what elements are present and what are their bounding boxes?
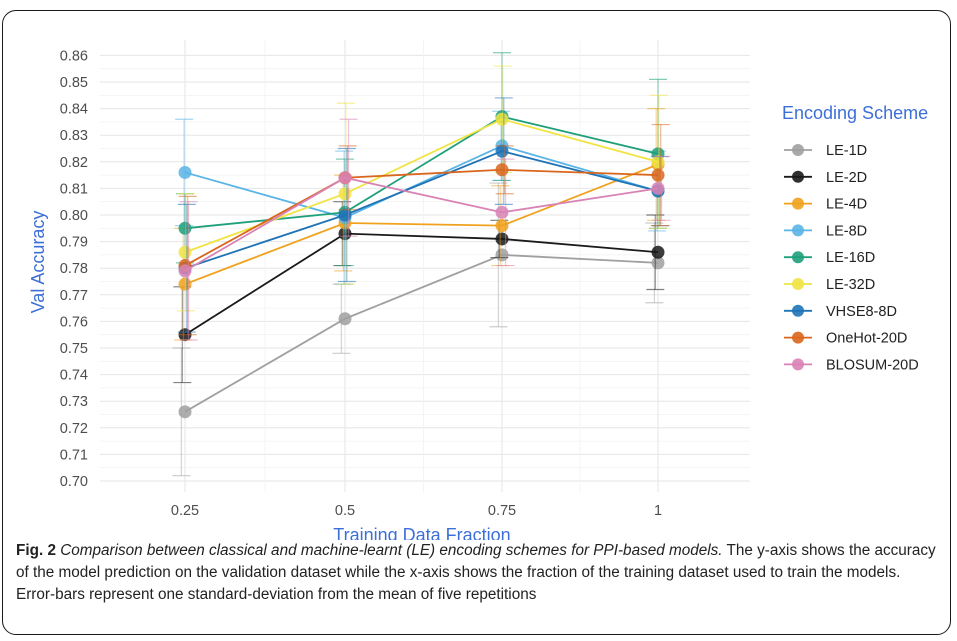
x-tick-labels: 0.25 0.5 0.75 1: [171, 503, 662, 519]
figure-label: Fig. 2: [16, 542, 56, 559]
data-point: [495, 232, 509, 246]
legend-label: LE-1D: [826, 143, 867, 159]
data-point: [651, 256, 665, 270]
series-line: [184, 253, 659, 413]
figure-frame: [2, 10, 951, 635]
legend-marker: [792, 251, 804, 264]
legend-label: LE-16D: [826, 250, 875, 266]
legend-item: BLOSUM-20D: [784, 357, 919, 373]
y-tick-label: 0.78: [60, 261, 88, 277]
x-tick-label: 0.5: [335, 503, 355, 519]
legend-item: LE-16D: [784, 250, 875, 266]
legend-item: LE-4D: [784, 197, 867, 213]
data-point: [495, 248, 509, 262]
legend-label: VHSE8-8D: [826, 304, 897, 320]
series-line: [184, 176, 659, 272]
data-point: [495, 163, 509, 177]
data-point: [495, 112, 509, 126]
legend-item: LE-32D: [784, 277, 875, 293]
y-tick-labels: 0.70 0.71 0.72 0.73 0.74 0.75 0.76 0.77 0.78 0.79…: [60, 48, 88, 490]
y-tick-label: 0.79: [60, 235, 88, 251]
y-tick-label: 0.72: [60, 421, 88, 437]
legend-title: Encoding Scheme: [782, 103, 928, 123]
legend-label: LE-32D: [826, 277, 875, 293]
legend-marker: [792, 331, 804, 344]
legend-item: OneHot-20D: [784, 331, 907, 347]
data-point: [338, 208, 352, 222]
data-point: [651, 181, 665, 195]
x-tick-label: 1: [654, 503, 662, 519]
data-point: [651, 155, 665, 169]
series-line: [184, 144, 659, 219]
legend-marker: [792, 170, 804, 183]
data-point: [178, 245, 192, 259]
data-point: [651, 245, 665, 259]
figure-caption: Fig. 2 Comparison between classical and …: [16, 540, 941, 606]
y-tick-label: 0.74: [60, 368, 88, 384]
y-tick-label: 0.71: [60, 447, 88, 463]
data-point: [178, 165, 192, 179]
y-tick-label: 0.81: [60, 181, 88, 197]
x-tick-label: 0.75: [488, 503, 516, 519]
legend-marker: [792, 197, 804, 210]
x-axis-label: Training Data Fraction: [333, 525, 510, 540]
legend-label: LE-4D: [826, 197, 867, 213]
data-point: [178, 277, 192, 291]
caption-body: The y-axis shows the accuracy of the mod…: [16, 542, 936, 603]
y-tick-label: 0.75: [60, 341, 88, 357]
y-tick-label: 0.86: [60, 48, 88, 64]
series-line: [184, 163, 659, 286]
legend-item: LE-8D: [784, 223, 867, 239]
legend-label: BLOSUM-20D: [826, 357, 919, 373]
series-group: [172, 52, 671, 477]
y-tick-label: 0.82: [60, 155, 88, 171]
line-chart: 0.70 0.71 0.72 0.73 0.74 0.75 0.76 0.77 0.78 0.79…: [28, 40, 928, 540]
y-tick-label: 0.85: [60, 75, 88, 91]
series-le-32d: [176, 65, 668, 312]
series-line: [184, 232, 659, 336]
caption-title: Comparison between classical and machine…: [60, 542, 723, 559]
series-line: [184, 118, 659, 254]
y-tick-label: 0.83: [60, 128, 88, 144]
data-point: [651, 168, 665, 182]
data-point: [495, 219, 509, 233]
series-line: [184, 115, 659, 230]
y-tick-label: 0.84: [60, 102, 88, 118]
legend-label: LE-2D: [826, 170, 867, 186]
series-line: [184, 150, 659, 270]
legend-marker: [792, 304, 804, 317]
series-le-1d: [172, 182, 665, 477]
data-point: [338, 171, 352, 185]
data-point: [338, 312, 352, 326]
data-point: [495, 144, 509, 158]
y-tick-label: 0.80: [60, 208, 88, 224]
legend-label: OneHot-20D: [826, 331, 907, 347]
data-point: [178, 221, 192, 235]
series-line: [184, 168, 659, 267]
y-tick-label: 0.70: [60, 474, 88, 490]
y-axis-label: Val Accuracy: [28, 211, 48, 314]
legend-marker: [792, 278, 804, 290]
legend-label: LE-8D: [826, 223, 867, 239]
series-blosum-20d: [178, 118, 671, 341]
legend-item: LE-1D: [784, 143, 867, 159]
data-point: [495, 205, 509, 219]
legend-marker: [792, 224, 804, 237]
legend-item: VHSE8-8D: [784, 304, 897, 320]
legend-item: LE-2D: [784, 170, 867, 186]
y-tick-label: 0.76: [60, 314, 88, 330]
y-tick-label: 0.73: [60, 394, 88, 410]
legend-marker: [792, 144, 804, 156]
legend-marker: [792, 358, 804, 371]
data-point: [338, 187, 352, 201]
y-tick-label: 0.77: [60, 288, 88, 304]
x-tick-label: 0.25: [171, 503, 199, 519]
data-point: [178, 405, 192, 419]
data-point: [178, 264, 192, 278]
legend: Encoding Scheme LE-1D LE-2D LE-4D LE-8D LE-1…: [782, 103, 928, 373]
